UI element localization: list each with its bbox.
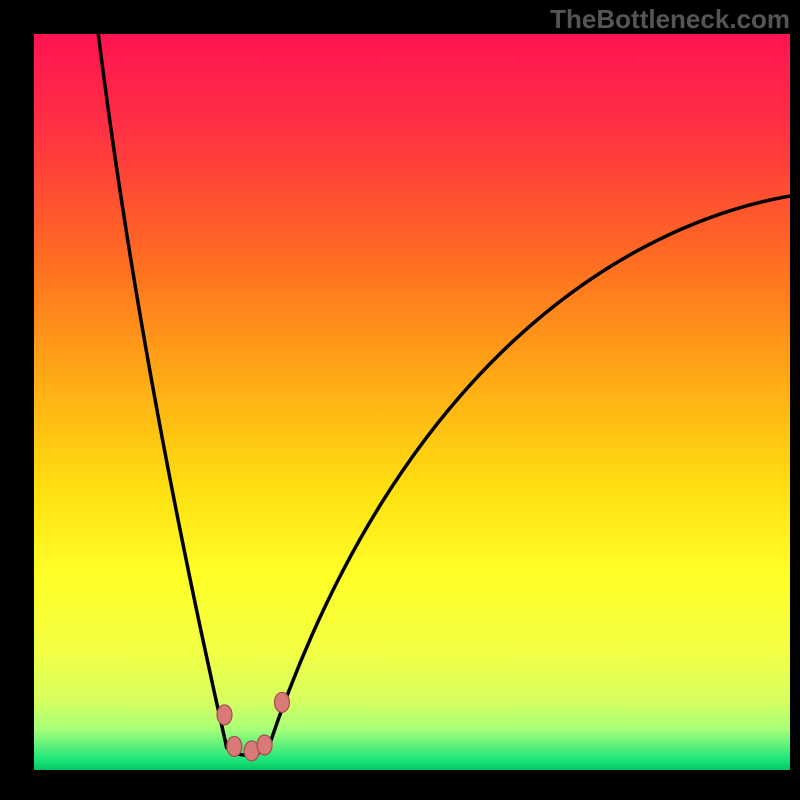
valley-marker: [274, 692, 289, 712]
plot-svg: [34, 34, 790, 770]
valley-marker: [227, 736, 242, 756]
gradient-bg: [34, 34, 790, 770]
valley-marker: [257, 735, 272, 755]
valley-marker: [217, 705, 232, 725]
plot-area: [34, 34, 790, 770]
watermark-text: TheBottleneck.com: [550, 4, 790, 35]
